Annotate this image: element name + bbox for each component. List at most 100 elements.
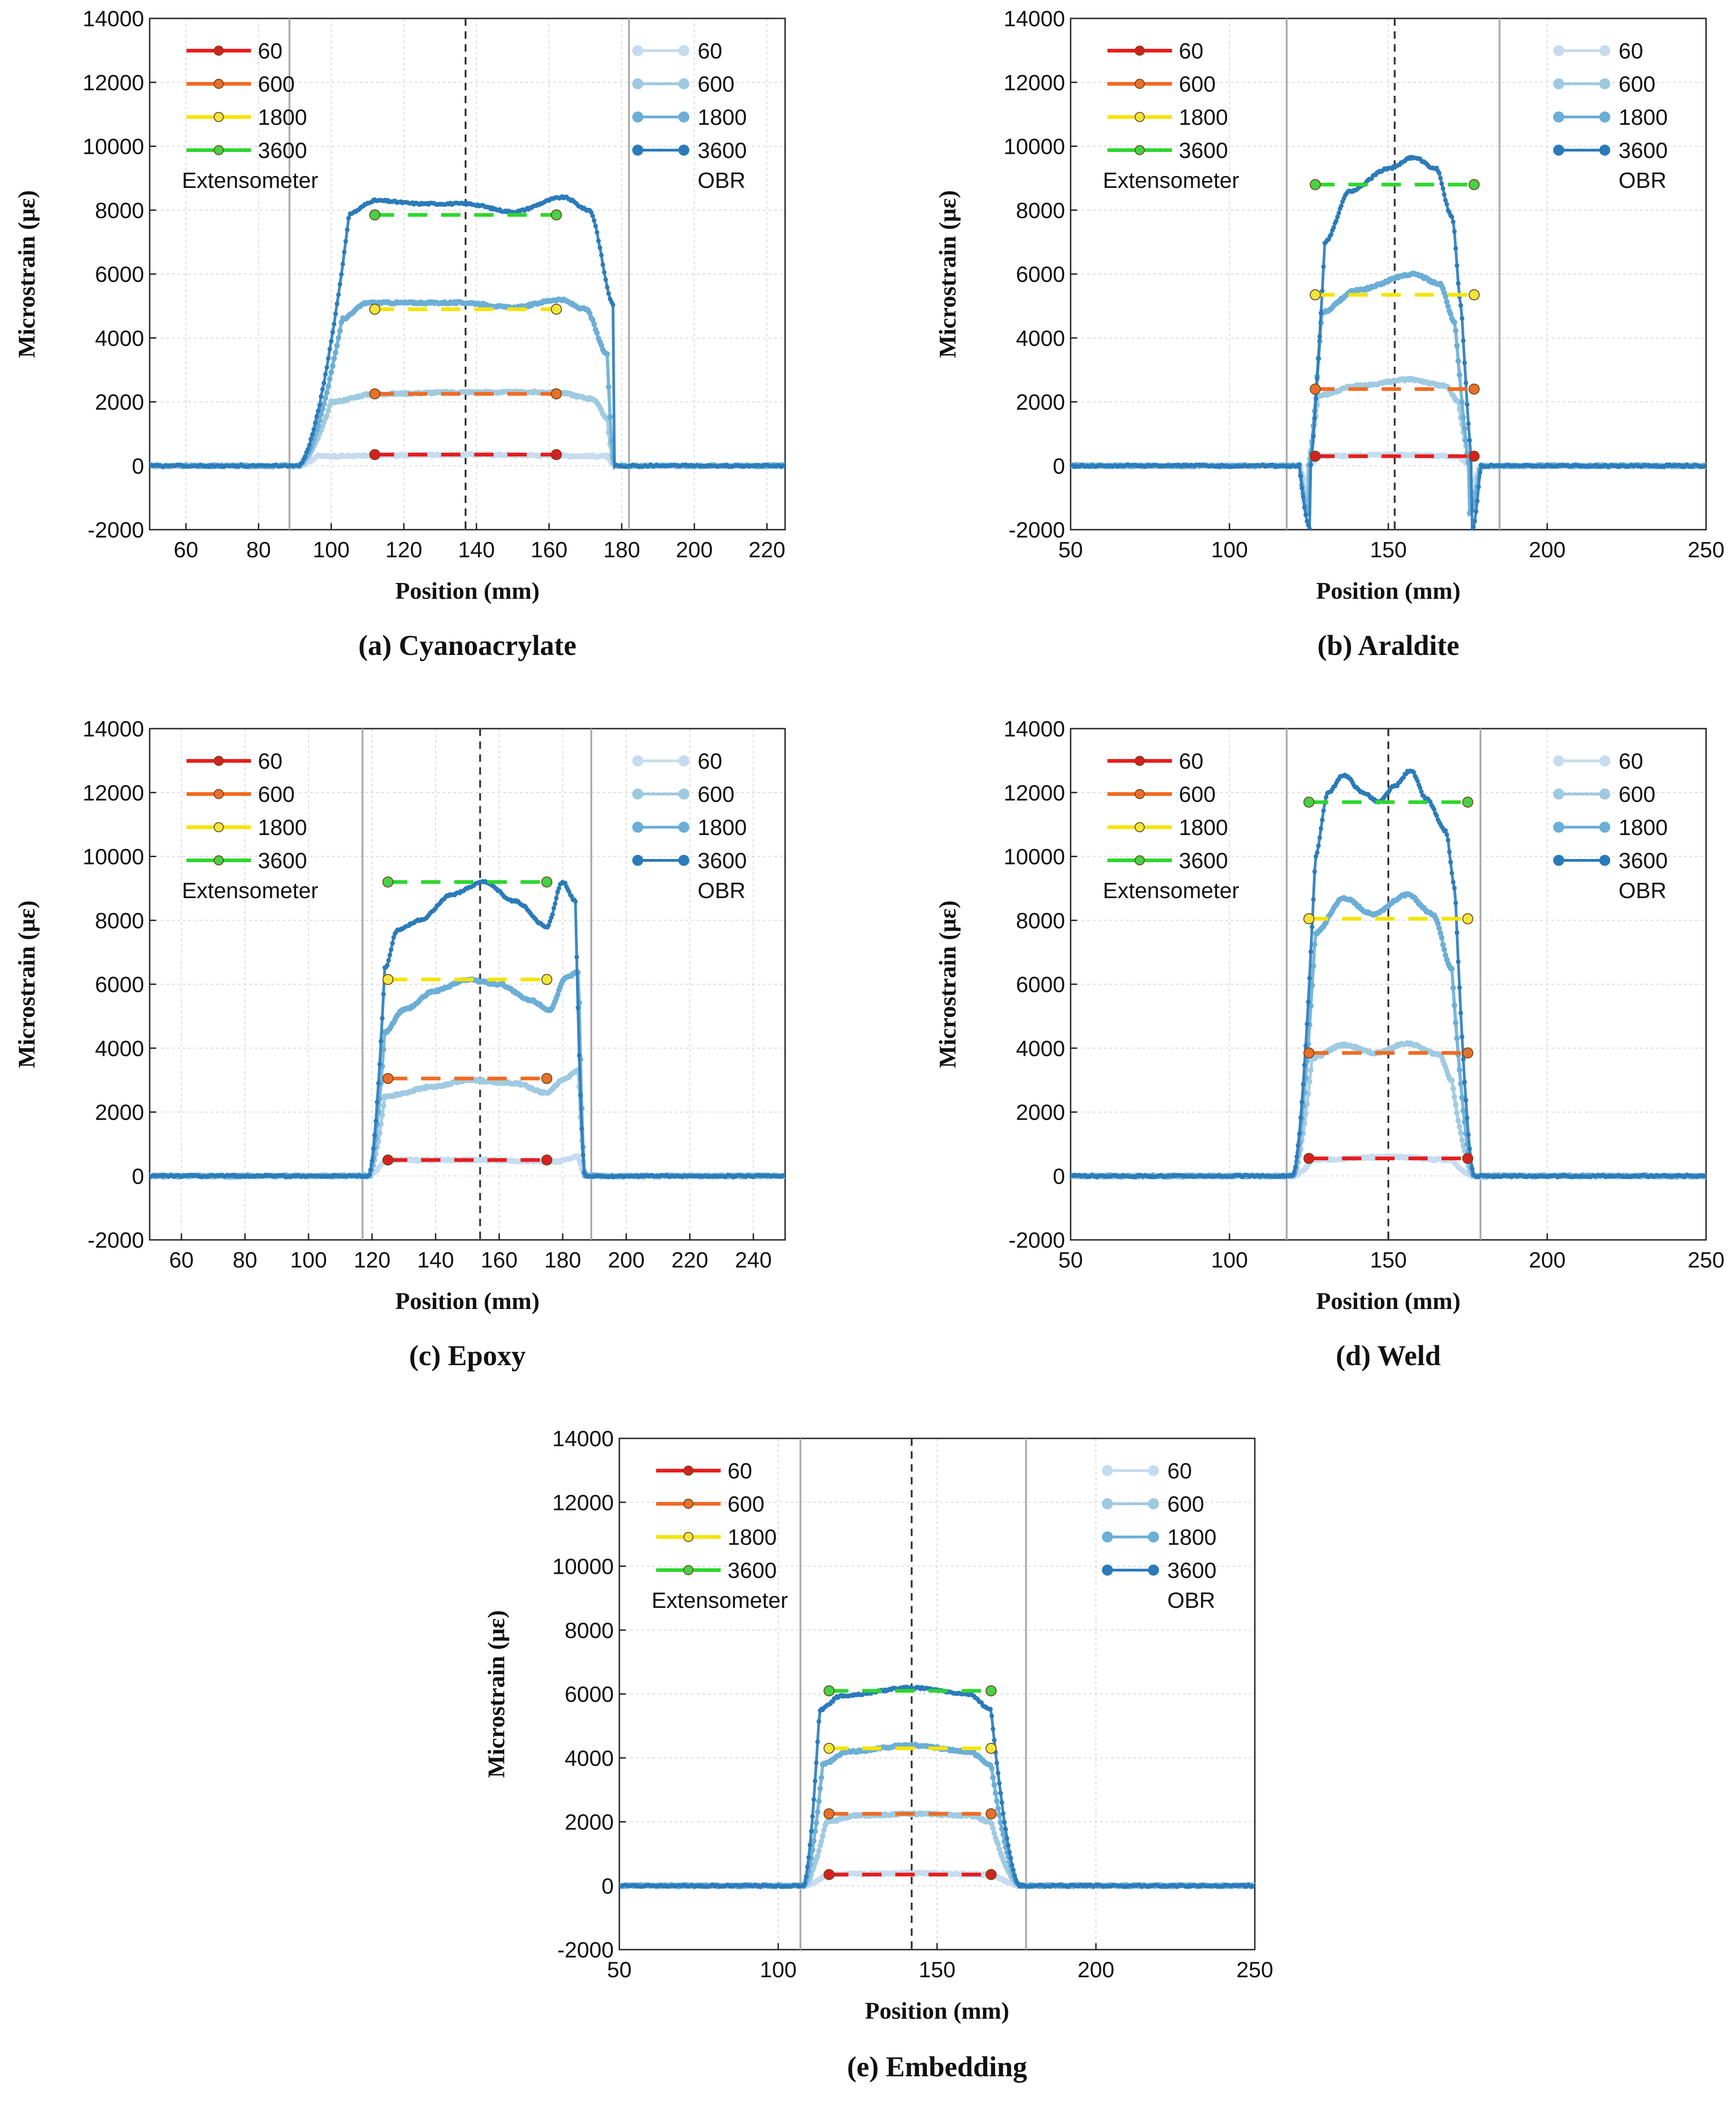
grid [150, 728, 785, 1240]
obr-series-3600 [150, 879, 785, 1180]
y-tick-label: 4000 [95, 327, 144, 351]
legend-label: 3600 [258, 139, 307, 163]
legend-label: 60 [1619, 39, 1643, 64]
extensometer-series-1800 [369, 304, 562, 315]
extensometer-marker [541, 1073, 553, 1084]
extensometer-marker [1468, 179, 1480, 190]
obr-line [150, 970, 785, 1180]
legend-marker [632, 78, 643, 89]
y-tick-label: 2000 [95, 391, 144, 415]
x-tick-label: 80 [246, 538, 271, 562]
obr-line [1071, 155, 1706, 530]
y-tick-label: 4000 [1016, 327, 1065, 351]
extensometer-marker [382, 1154, 394, 1166]
legend-label: 600 [698, 783, 734, 807]
legend-marker [1135, 145, 1145, 155]
extensometer-marker [382, 876, 394, 888]
x-tick-label: 150 [1370, 1248, 1407, 1273]
extensometer-marker [1310, 179, 1321, 190]
extensometer-marker [541, 876, 553, 888]
legend-label: 600 [258, 783, 295, 807]
legend-marker [214, 789, 224, 799]
extensometer-series-600 [382, 1073, 553, 1084]
extensometer-marker [1310, 383, 1321, 395]
legend-marker [678, 855, 689, 866]
y-axis-label: Microstrain (με) [935, 190, 961, 358]
y-tick-label: 12000 [83, 781, 144, 806]
legend-marker [1599, 78, 1610, 89]
extensometer-series-1800 [382, 974, 553, 985]
legend-marker [678, 755, 689, 766]
plot-area [150, 18, 785, 530]
y-tick-label: 2000 [1016, 391, 1065, 415]
legend-marker [678, 78, 689, 89]
extensometer-marker [541, 1154, 553, 1166]
extensometer-series-3600 [1310, 179, 1480, 190]
extensometer-series-600 [1310, 383, 1480, 395]
plot-area [1071, 729, 1706, 1240]
legend-marker [678, 111, 689, 123]
legend-marker [632, 822, 643, 833]
y-tick-label: -2000 [1008, 1228, 1065, 1253]
legend-title-obr: OBR [1619, 169, 1666, 193]
extensometer-marker [1310, 289, 1321, 301]
x-tick-label: 200 [1529, 538, 1566, 562]
legend-title-extensometer: Extensometer [182, 879, 318, 903]
y-tick-label: 14000 [1004, 7, 1065, 31]
legend-marker [632, 789, 643, 800]
x-tick-label: 80 [233, 1248, 257, 1273]
y-tick-label: 6000 [1016, 263, 1065, 287]
legend-label: 1800 [698, 105, 747, 130]
x-tick-label: 200 [1529, 1248, 1566, 1273]
legend-label: 3600 [258, 849, 307, 873]
x-tick-label: 50 [1058, 1248, 1083, 1273]
y-tick-label: -2000 [87, 1228, 144, 1253]
legend-label: 60 [258, 39, 282, 64]
y-tick-label: 2000 [1016, 1101, 1065, 1125]
obr-series-1800 [150, 296, 785, 470]
panel-caption: (d) Weld [1336, 1340, 1441, 1372]
obr-series-3600 [1071, 155, 1706, 530]
y-tick-label: 4000 [1016, 1037, 1065, 1061]
legend-marker [632, 45, 643, 56]
y-tick-label: 0 [1053, 454, 1065, 479]
legend-label: 60 [698, 39, 722, 64]
legend-marker [1599, 45, 1610, 56]
y-tick-label: 0 [132, 454, 144, 479]
x-tick-label: 180 [544, 1248, 581, 1273]
legend-marker [678, 822, 689, 833]
legend-title-obr: OBR [698, 879, 746, 903]
y-tick-label: 12000 [1004, 71, 1065, 95]
y-tick-label: 0 [132, 1164, 144, 1189]
legend-title-obr: OBR [698, 169, 746, 193]
y-tick-label: 2000 [95, 1101, 144, 1125]
x-tick-label: 60 [174, 538, 198, 562]
legend-title-extensometer: Extensometer [182, 169, 318, 193]
extensometer-marker [551, 304, 562, 315]
y-tick-label: 14000 [83, 717, 144, 742]
legend-label: 3600 [1619, 139, 1668, 163]
extensometer-marker [369, 449, 380, 460]
legend-marker [214, 79, 224, 89]
legend-label: 1800 [1619, 105, 1668, 130]
legend-marker [632, 855, 643, 866]
legend-marker [1553, 45, 1564, 56]
x-tick-label: 100 [313, 538, 350, 562]
y-tick-label: 10000 [83, 845, 144, 870]
y-tick-label: 8000 [95, 909, 144, 933]
y-tick-label: 8000 [1016, 199, 1065, 223]
x-tick-label: 220 [749, 538, 786, 562]
x-tick-label: 100 [1211, 1248, 1248, 1273]
extensometer-series-60 [382, 1154, 553, 1166]
x-tick-label: 50 [1058, 538, 1083, 562]
y-tick-label: 6000 [95, 263, 144, 287]
y-tick-label: -2000 [1008, 518, 1065, 543]
panel-caption: (c) Epoxy [409, 1340, 525, 1372]
x-tick-label: 100 [1211, 538, 1248, 562]
y-tick-label: 4000 [95, 1037, 144, 1061]
